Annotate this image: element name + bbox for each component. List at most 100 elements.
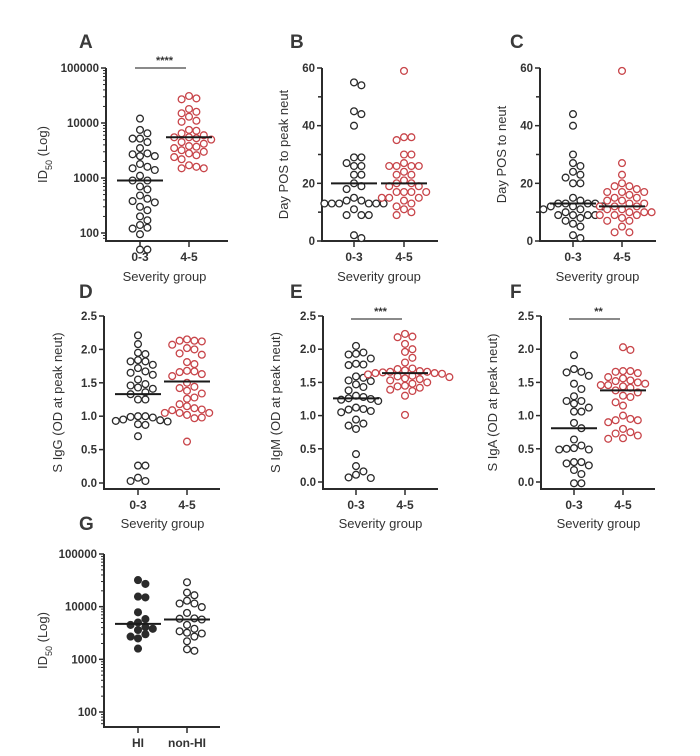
data-point	[342, 211, 351, 220]
data-point	[366, 354, 375, 363]
data-point	[337, 408, 346, 417]
x-tick-label: 4-5	[395, 250, 413, 264]
data-point	[647, 208, 656, 217]
data-point	[576, 222, 585, 231]
data-point	[568, 219, 578, 228]
y-tick-label: 2.0	[300, 344, 316, 356]
data-point	[143, 245, 152, 254]
data-point	[576, 170, 585, 179]
data-point	[414, 161, 423, 171]
data-point	[359, 419, 368, 428]
data-point	[568, 193, 578, 202]
data-point	[569, 458, 579, 467]
data-point	[150, 152, 159, 161]
data-point	[133, 592, 143, 601]
data-point	[577, 458, 586, 467]
data-point	[604, 373, 613, 382]
data-point	[359, 467, 368, 476]
data-point	[141, 395, 150, 404]
data-point	[363, 370, 373, 379]
y-tick-label: 2.5	[81, 311, 98, 323]
y-tick-label: 100000	[59, 549, 97, 561]
data-point	[190, 414, 199, 423]
data-point	[408, 345, 417, 354]
data-point	[351, 424, 361, 433]
data-point	[148, 413, 157, 422]
data-point	[351, 470, 361, 479]
data-point	[168, 406, 177, 415]
data-point	[604, 381, 613, 390]
data-point	[141, 461, 150, 470]
y-tick-label: 2.5	[300, 311, 317, 323]
data-point	[568, 167, 578, 176]
data-point	[190, 624, 199, 633]
data-point	[445, 373, 454, 382]
data-point	[327, 199, 336, 208]
data-point	[561, 208, 570, 217]
y-tick-label: 20	[520, 178, 533, 190]
data-point	[618, 411, 628, 420]
data-point	[569, 379, 579, 388]
data-point	[408, 386, 417, 396]
data-point	[111, 416, 120, 425]
data-point	[422, 187, 431, 197]
data-point	[626, 428, 635, 437]
data-point	[133, 420, 143, 429]
data-point	[135, 144, 145, 153]
data-point	[407, 208, 416, 217]
data-point	[385, 161, 394, 171]
y-tick-label: 10000	[65, 602, 97, 614]
data-point	[400, 347, 410, 356]
data-point	[392, 170, 401, 179]
x-tick-label: 0-3	[129, 498, 147, 512]
x-tick-label: HI	[132, 736, 144, 750]
data-point	[392, 211, 401, 220]
y-tick-label: 0.0	[300, 477, 316, 489]
data-point	[617, 187, 627, 197]
data-point	[135, 125, 145, 134]
data-point	[133, 364, 143, 373]
data-point	[400, 391, 410, 400]
data-point	[604, 434, 613, 443]
data-point	[190, 591, 199, 600]
data-point	[175, 368, 184, 377]
data-point	[399, 66, 409, 75]
data-point	[569, 479, 579, 488]
data-point	[632, 211, 641, 220]
data-point	[583, 211, 592, 220]
data-point	[569, 418, 579, 427]
data-point	[617, 222, 627, 231]
data-point	[400, 329, 410, 338]
y-tick-label: 1.0	[81, 411, 97, 423]
data-point	[133, 412, 143, 421]
data-point	[349, 121, 359, 130]
y-axis-title: S IgA (OD at peak neut)	[485, 333, 500, 471]
data-point	[133, 644, 143, 653]
data-point	[423, 378, 432, 387]
data-point	[190, 367, 199, 376]
data-point	[197, 629, 206, 638]
data-point	[351, 372, 361, 381]
data-point	[344, 361, 353, 370]
data-point	[399, 196, 409, 205]
data-point	[163, 417, 172, 426]
data-point	[148, 370, 157, 379]
data-point	[141, 412, 150, 421]
data-point	[143, 223, 152, 232]
data-point	[182, 588, 192, 597]
data-point	[351, 349, 361, 358]
data-point	[135, 202, 145, 211]
data-point	[633, 378, 642, 387]
data-point	[143, 162, 152, 171]
data-point	[415, 383, 424, 392]
data-point	[399, 133, 409, 142]
data-point	[135, 191, 145, 200]
data-point	[611, 429, 620, 438]
data-point	[199, 164, 208, 173]
data-point	[192, 142, 201, 151]
data-point	[197, 603, 206, 612]
significance-label: ****	[156, 55, 174, 67]
data-point	[182, 410, 192, 419]
data-point	[133, 634, 143, 643]
